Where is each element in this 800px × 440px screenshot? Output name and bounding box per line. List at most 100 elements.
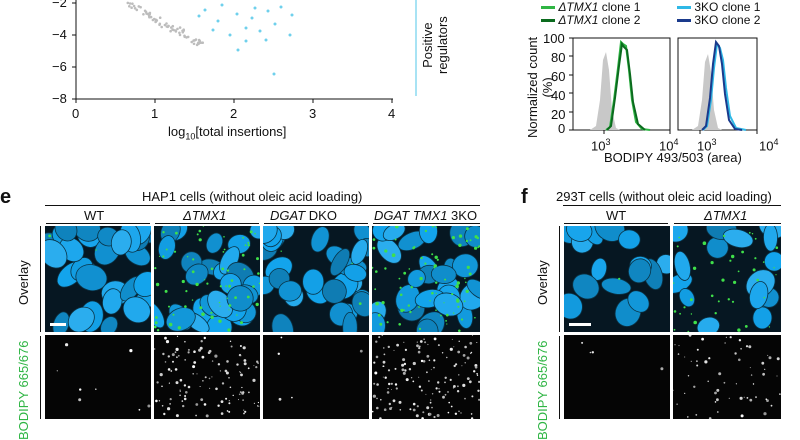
- lipid-droplet: [384, 354, 386, 356]
- lipid-droplet: [749, 399, 752, 402]
- lipid-droplet: [382, 335, 384, 336]
- lipid-droplet: [428, 380, 430, 382]
- lipid-droplet: [373, 362, 375, 364]
- lipid-droplet: [156, 283, 159, 286]
- lipid-droplet: [429, 360, 431, 362]
- lipid-droplet: [373, 238, 376, 241]
- scatter-point: [200, 41, 203, 44]
- lipid-droplet: [221, 400, 224, 403]
- lipid-droplet: [228, 285, 231, 288]
- lipid-droplet: [696, 360, 698, 362]
- lipid-droplet: [431, 253, 433, 255]
- lipid-droplet: [745, 325, 748, 328]
- lipid-droplet: [431, 292, 434, 295]
- lipid-droplet: [167, 407, 170, 410]
- lipid-droplet: [753, 268, 756, 271]
- lipid-droplet: [162, 405, 164, 407]
- lipid-droplet: [400, 294, 403, 297]
- lipid-droplet: [240, 355, 241, 356]
- scatter-x-axis-label: log10[total insertions]: [168, 124, 286, 142]
- lipid-droplet: [247, 242, 249, 244]
- scatter-point: [245, 40, 248, 43]
- lipid-droplet: [748, 345, 751, 348]
- lipid-droplet: [777, 357, 780, 360]
- lipid-droplet: [396, 387, 398, 389]
- scatter-point: [193, 43, 196, 46]
- column-header: ΔTMX1: [704, 208, 747, 223]
- lipid-droplet: [373, 383, 375, 385]
- lipid-droplet: [755, 238, 757, 240]
- lipid-droplet: [229, 304, 232, 307]
- lipid-droplet: [375, 270, 378, 273]
- lipid-droplet: [437, 259, 439, 261]
- lipid-droplet: [453, 346, 454, 347]
- lipid-droplet: [376, 356, 379, 359]
- column-header: WT: [84, 208, 104, 223]
- lipid-droplet: [243, 268, 245, 270]
- lipid-droplet: [467, 377, 470, 380]
- lipid-droplet: [240, 374, 243, 377]
- lipid-droplet: [437, 414, 440, 417]
- lipid-droplet: [180, 390, 181, 391]
- scatter-point: [217, 20, 220, 23]
- lipid-droplet: [430, 402, 432, 404]
- lipid-droplet: [221, 268, 224, 271]
- scatter-point: [130, 6, 133, 9]
- scale-bar: [569, 323, 591, 326]
- lipid-droplet: [182, 280, 185, 283]
- cell-nucleus: [203, 230, 226, 255]
- lipid-droplet: [741, 414, 744, 417]
- lipid-droplet: [422, 411, 424, 413]
- lipid-droplet: [209, 378, 211, 380]
- lipid-droplet: [753, 383, 754, 384]
- lipid-droplet: [385, 377, 387, 379]
- lipid-droplet: [466, 227, 469, 230]
- lipid-droplet: [129, 349, 132, 352]
- scatter-point: [133, 5, 136, 8]
- lipid-droplet: [281, 337, 283, 339]
- lipid-droplet: [420, 257, 422, 259]
- lipid-droplet: [474, 317, 476, 319]
- lipid-droplet: [395, 383, 397, 385]
- lipid-droplet: [199, 230, 202, 233]
- lipid-droplet: [376, 407, 379, 410]
- lipid-droplet: [435, 282, 437, 284]
- lipid-droplet: [176, 356, 178, 358]
- x-tick-label: 1: [151, 106, 158, 121]
- scatter-point: [145, 11, 148, 14]
- lipid-droplet: [391, 407, 392, 408]
- lipid-droplet: [227, 290, 228, 291]
- lipid-droplet: [411, 286, 413, 288]
- lipid-droplet: [255, 366, 257, 368]
- lipid-droplet: [426, 371, 428, 373]
- lipid-droplet: [409, 268, 411, 270]
- lipid-droplet: [678, 353, 680, 355]
- lipid-droplet: [433, 359, 435, 361]
- lipid-droplet: [463, 354, 466, 357]
- lipid-droplet: [199, 306, 202, 309]
- lipid-droplet: [400, 287, 402, 289]
- lipid-droplet: [226, 360, 229, 363]
- row-label-bodipy: BODIPY 665/676: [16, 341, 31, 440]
- lipid-droplet: [256, 257, 259, 260]
- lipid-droplet: [182, 400, 184, 402]
- lipid-droplet: [175, 351, 177, 353]
- lipid-droplet: [169, 323, 173, 327]
- lipid-droplet: [204, 403, 207, 406]
- lipid-droplet: [746, 345, 748, 347]
- lipid-droplet: [457, 281, 460, 284]
- lipid-droplet: [678, 237, 680, 239]
- column-header: DGAT DKO: [270, 208, 337, 223]
- lipid-droplet: [248, 244, 250, 246]
- scatter-point: [169, 30, 172, 33]
- lipid-droplet: [383, 377, 384, 378]
- lipid-droplet: [395, 239, 397, 241]
- lipid-droplet: [185, 391, 188, 394]
- lipid-droplet: [453, 312, 454, 313]
- scatter-point: [159, 16, 162, 19]
- scatter-point: [273, 73, 276, 76]
- lipid-droplet: [155, 400, 158, 403]
- lipid-droplet: [248, 392, 250, 394]
- lipid-droplet: [360, 350, 363, 353]
- lipid-droplet: [766, 398, 768, 400]
